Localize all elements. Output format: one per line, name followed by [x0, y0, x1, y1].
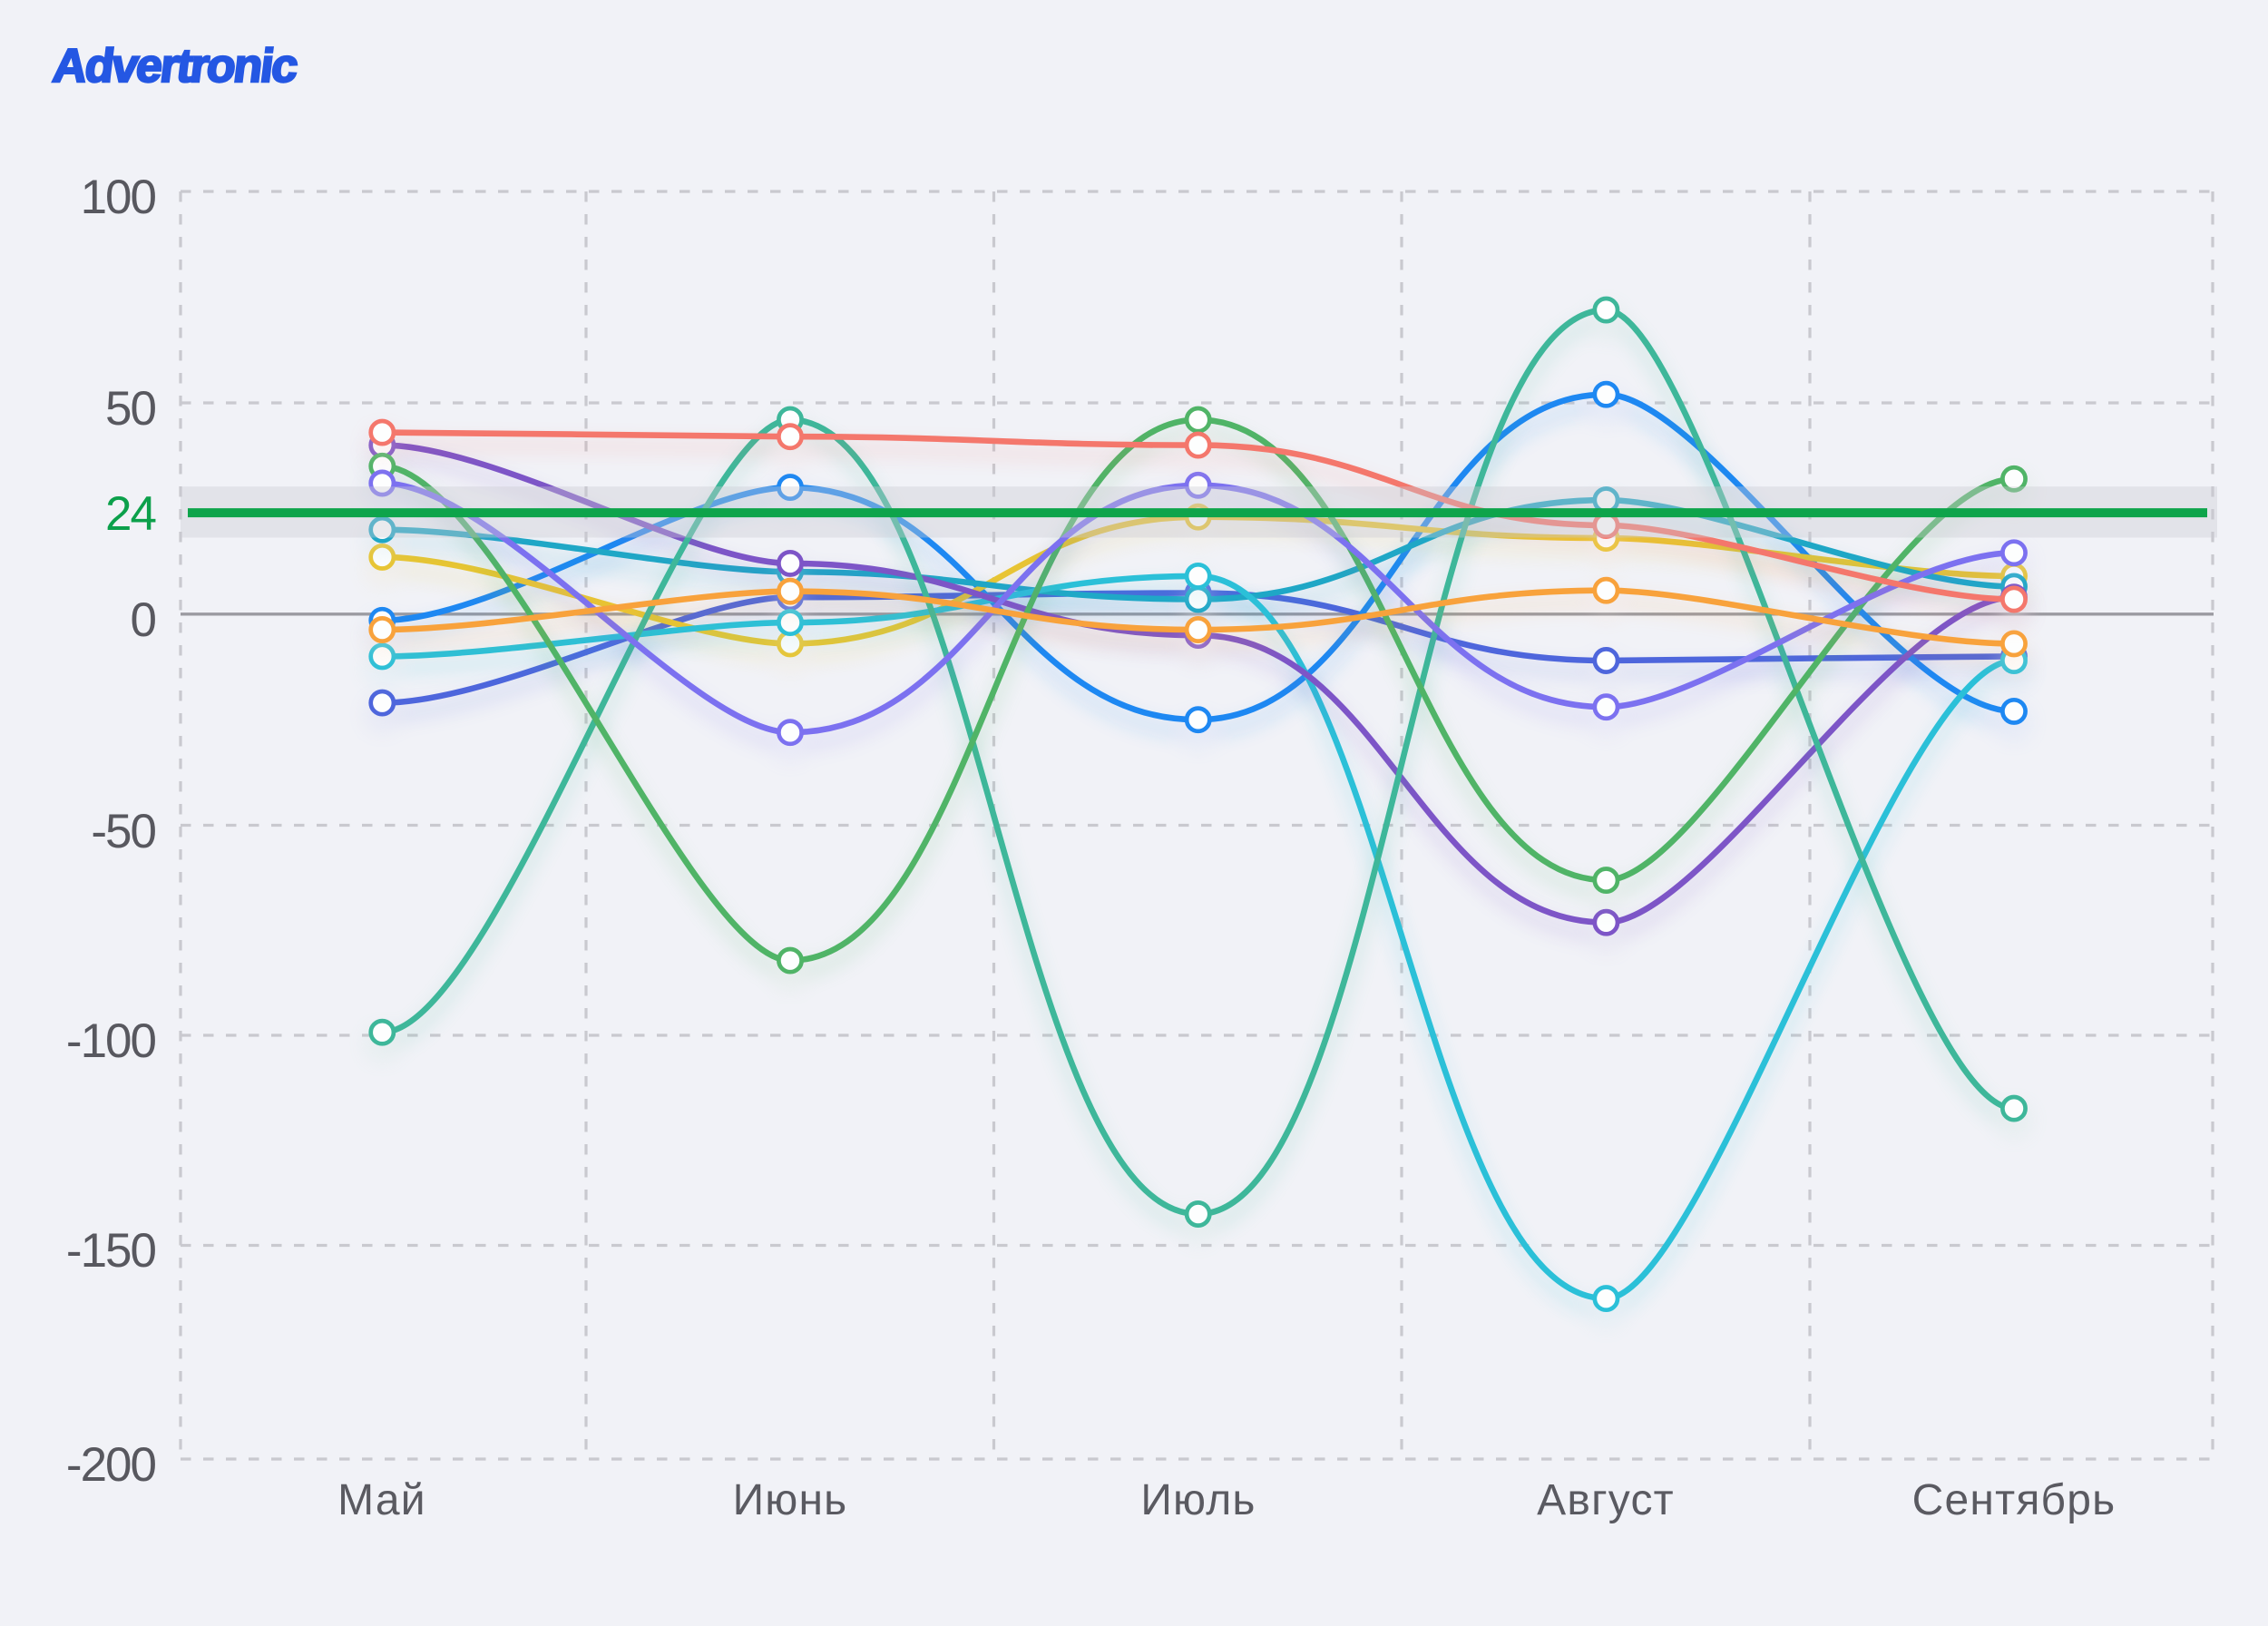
svg-text:0: 0	[131, 593, 156, 647]
svg-text:24: 24	[105, 487, 155, 541]
svg-text:-50: -50	[91, 805, 155, 858]
svg-text:-100: -100	[66, 1014, 156, 1068]
svg-text:Май: Май	[337, 1476, 426, 1524]
svg-text:Июль: Июль	[1140, 1476, 1256, 1524]
svg-text:-150: -150	[66, 1224, 156, 1278]
svg-text:-200: -200	[66, 1438, 156, 1492]
svg-text:Июнь: Июнь	[733, 1476, 848, 1524]
svg-text:Сентябрь: Сентябрь	[1912, 1476, 2116, 1524]
svg-text:50: 50	[105, 382, 155, 436]
svg-text:Август: Август	[1537, 1476, 1675, 1524]
svg-text:100: 100	[81, 171, 156, 224]
